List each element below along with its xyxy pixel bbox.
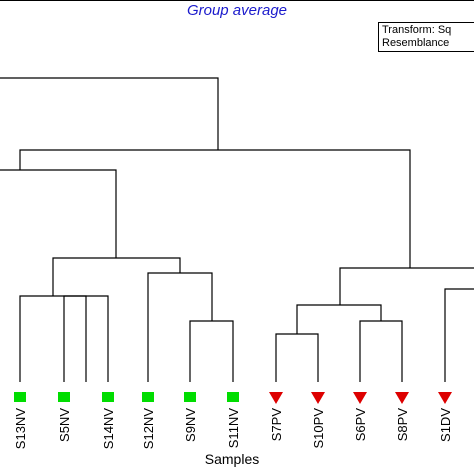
sample-marker — [438, 392, 452, 404]
branch-nv-left-right — [52, 257, 181, 296]
sample-marker — [311, 392, 325, 404]
branch-top — [0, 77, 219, 150]
sample-marker — [58, 392, 70, 402]
branch-s13-s5-s14 — [19, 295, 87, 382]
sample-label: S11NV — [226, 408, 241, 449]
sample-marker — [269, 392, 283, 404]
sample-label: S10PV — [311, 408, 326, 449]
branch-s5-s14 — [63, 295, 109, 382]
frame-top-border — [0, 0, 474, 1]
sample-marker — [227, 392, 239, 402]
sample-label: S5NV — [57, 408, 72, 442]
legend-line-transform: Transform: Sq — [382, 24, 452, 36]
branch-s6-s8 — [359, 320, 403, 382]
sample-label: S8PV — [395, 408, 410, 442]
legend-box: Transform: Sq Resemblance — [378, 22, 474, 52]
sample-label: S7PV — [269, 408, 284, 442]
sample-marker — [102, 392, 114, 402]
legend-line-resemblance: Resemblance — [382, 37, 450, 49]
sample-label: S14NV — [101, 408, 116, 450]
x-axis-label: Samples — [205, 451, 259, 467]
branch-s9-s11 — [189, 320, 234, 382]
branch-pv-s1 — [339, 267, 474, 305]
branch-s7-s10 — [275, 333, 319, 382]
sample-label: S6PV — [353, 408, 368, 442]
sample-marker — [184, 392, 196, 402]
sample-markers — [14, 392, 452, 404]
dendrogram-tree — [0, 77, 474, 382]
sample-marker — [14, 392, 26, 402]
chart-title: Group average — [186, 2, 288, 19]
branch-nv-root — [0, 169, 117, 258]
sample-marker — [353, 392, 367, 404]
branch-s1-stub — [444, 288, 474, 382]
branch-s12-s9s11 — [147, 272, 213, 382]
branch-nv-pv — [19, 149, 411, 268]
branch-pv-pairs — [296, 304, 382, 334]
sample-label: S13NV — [13, 408, 28, 450]
sample-label: S12NV — [141, 408, 156, 450]
sample-labels: S13NV S5NV S14NV S12NV S9NV S11NV S7PV S10PV S6P… — [13, 408, 453, 450]
sample-label: S1DV — [438, 408, 453, 442]
sample-marker — [395, 392, 409, 404]
sample-label: S9NV — [183, 408, 198, 442]
sample-marker — [142, 392, 154, 402]
